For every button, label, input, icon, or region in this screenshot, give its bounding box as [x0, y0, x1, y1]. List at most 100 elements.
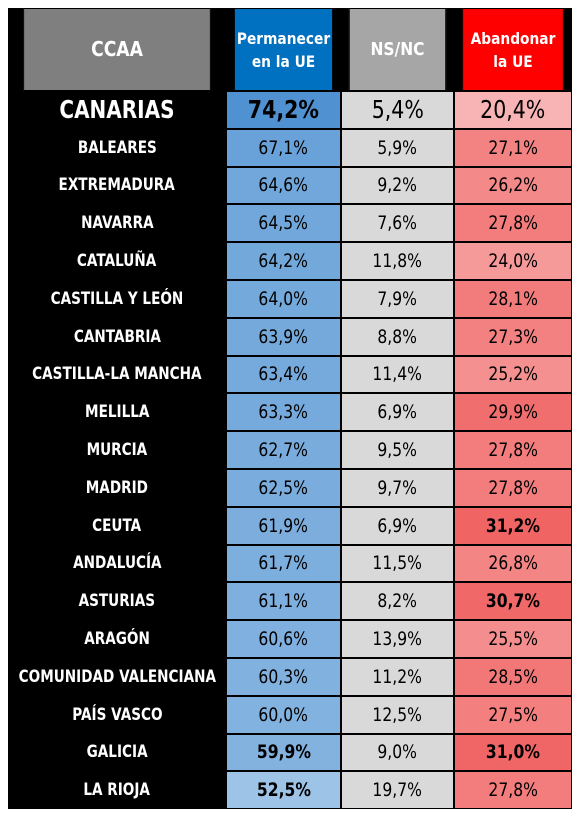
nsnc-cell-text: 5,4%	[371, 95, 424, 125]
abandonar-cell-text: 27,8%	[488, 779, 538, 802]
abandonar-cell: 25,5%	[454, 620, 572, 658]
abandonar-cell-text: 26,8%	[488, 552, 538, 575]
abandonar-cell: 27,8%	[454, 204, 572, 243]
permanecer-cell: 64,0%	[226, 280, 341, 318]
header-ccaa: CCAA	[23, 8, 211, 91]
abandonar-cell-text: 27,3%	[488, 325, 538, 348]
nsnc-cell-text: 12,5%	[372, 703, 423, 726]
region-name-cell-text: BALEARES	[77, 137, 157, 158]
table-row: MELILLA 63,3% 6,9% 29,9%	[8, 393, 572, 432]
nsnc-cell-text: 11,5%	[372, 552, 423, 575]
nsnc-cell: 6,9%	[341, 393, 454, 432]
nsnc-cell: 8,8%	[341, 317, 454, 356]
region-name-cell-text: PAÍS VASCO	[71, 704, 163, 725]
nsnc-cell: 9,2%	[341, 166, 454, 205]
region-name-cell: CANARIAS	[8, 91, 226, 129]
nsnc-cell-text: 9,0%	[377, 741, 418, 764]
region-name-cell: COMUNIDAD VALENCIANA	[8, 658, 226, 696]
nsnc-cell-text: 5,9%	[377, 136, 418, 159]
nsnc-cell-text: 9,2%	[377, 174, 418, 197]
abandonar-cell-text: 28,5%	[488, 665, 538, 688]
permanecer-cell-text: 61,1%	[258, 590, 309, 613]
abandonar-cell-text: 25,2%	[488, 363, 538, 386]
abandonar-cell: 29,9%	[454, 393, 572, 432]
region-name-cell-text: CASTILLA-LA MANCHA	[32, 364, 202, 385]
permanecer-cell: 64,5%	[226, 204, 341, 243]
nsnc-cell-text: 7,6%	[377, 212, 418, 235]
table-row: CASTILLA-LA MANCHA 63,4% 11,4% 25,2%	[8, 355, 572, 394]
region-name-cell-text: MADRID	[85, 477, 149, 498]
permanecer-cell-text: 64,0%	[258, 287, 309, 310]
table-row: LA RIOJA 52,5% 19,7% 27,8%	[8, 771, 572, 810]
abandonar-cell-text: 27,8%	[488, 476, 538, 499]
permanecer-cell-text: 52,5%	[256, 779, 311, 802]
region-name-cell-text: MELILLA	[84, 402, 150, 423]
header-abandonar-line2: la UE	[493, 51, 533, 71]
permanecer-cell: 61,9%	[226, 506, 341, 545]
region-name-cell-text: LA RIOJA	[83, 780, 151, 801]
region-name-cell: CANTABRIA	[8, 318, 226, 356]
nsnc-cell: 12,5%	[341, 695, 454, 734]
table-row: PAÍS VASCO 60,0% 12,5% 27,5%	[8, 695, 572, 734]
abandonar-cell: 28,1%	[454, 280, 572, 318]
abandonar-cell-text: 25,5%	[488, 628, 538, 651]
abandonar-cell: 25,2%	[454, 355, 572, 394]
region-name-cell: LA RIOJA	[8, 771, 226, 809]
abandonar-cell-text: 24,0%	[488, 250, 538, 273]
header-nsnc-label: NS/NC	[370, 39, 425, 60]
permanecer-cell-text: 62,5%	[258, 476, 309, 499]
abandonar-cell-text: 27,1%	[488, 136, 538, 159]
nsnc-cell: 5,4%	[341, 91, 454, 129]
table-row: CANARIAS 74,2% 5,4% 20,4%	[8, 91, 572, 129]
nsnc-cell-text: 6,9%	[377, 401, 418, 424]
region-name-cell: ARAGÓN	[8, 620, 226, 658]
region-name-cell-text: GALICIA	[86, 742, 148, 763]
abandonar-cell: 26,2%	[454, 166, 572, 205]
header-ccaa-label: CCAA	[91, 37, 143, 61]
permanecer-cell-text: 62,7%	[258, 439, 309, 462]
region-name-cell-text: ASTURIAS	[78, 591, 156, 612]
abandonar-cell: 31,2%	[454, 506, 572, 545]
permanecer-cell: 74,2%	[226, 91, 341, 129]
abandonar-cell-text: 31,2%	[485, 514, 541, 537]
permanecer-cell-text: 60,0%	[258, 703, 309, 726]
region-name-cell-text: CANTABRIA	[73, 326, 161, 347]
header-permanecer-line2: en la UE	[251, 51, 316, 71]
permanecer-cell: 59,9%	[226, 733, 341, 772]
nsnc-cell-text: 8,2%	[377, 590, 418, 613]
nsnc-cell-text: 11,4%	[372, 363, 423, 386]
permanecer-cell: 62,7%	[226, 431, 341, 469]
region-name-cell-text: COMUNIDAD VALENCIANA	[18, 666, 216, 687]
nsnc-cell-text: 9,5%	[377, 439, 418, 462]
table-row: BALEARES 67,1% 5,9% 27,1%	[8, 128, 572, 167]
permanecer-cell: 61,7%	[226, 544, 341, 583]
region-name-cell: CATALUÑA	[8, 242, 226, 280]
permanecer-cell-text: 60,6%	[258, 628, 309, 651]
table-row: MADRID 62,5% 9,7% 27,8%	[8, 469, 572, 507]
region-name-cell: MELILLA	[8, 393, 226, 431]
permanecer-cell: 67,1%	[226, 128, 341, 167]
region-name-cell-text: EXTREMADURA	[58, 175, 176, 196]
nsnc-cell: 9,5%	[341, 431, 454, 469]
permanecer-cell-text: 60,3%	[258, 665, 309, 688]
permanecer-cell: 64,2%	[226, 242, 341, 280]
region-name-cell-text: ARAGÓN	[84, 629, 150, 650]
nsnc-cell: 7,6%	[341, 204, 454, 243]
nsnc-cell: 8,2%	[341, 582, 454, 621]
region-name-cell-text: NAVARRA	[80, 213, 154, 234]
region-name-cell: NAVARRA	[8, 204, 226, 242]
table-row: CATALUÑA 64,2% 11,8% 24,0%	[8, 242, 572, 280]
table-row: ASTURIAS 61,1% 8,2% 30,7%	[8, 582, 572, 621]
table-row: NAVARRA 64,5% 7,6% 27,8%	[8, 204, 572, 243]
permanecer-cell: 63,9%	[226, 317, 341, 356]
abandonar-cell-text: 27,5%	[488, 703, 538, 726]
permanecer-cell-text: 61,9%	[258, 514, 309, 537]
permanecer-cell: 62,5%	[226, 469, 341, 507]
nsnc-cell: 11,4%	[341, 355, 454, 394]
permanecer-cell-text: 59,9%	[256, 741, 311, 764]
abandonar-cell: 27,5%	[454, 695, 572, 734]
region-name-cell: CASTILLA Y LEÓN	[8, 280, 226, 318]
nsnc-cell-text: 7,9%	[377, 287, 418, 310]
nsnc-cell: 11,8%	[341, 242, 454, 280]
region-name-cell-text: CATALUÑA	[77, 251, 157, 272]
